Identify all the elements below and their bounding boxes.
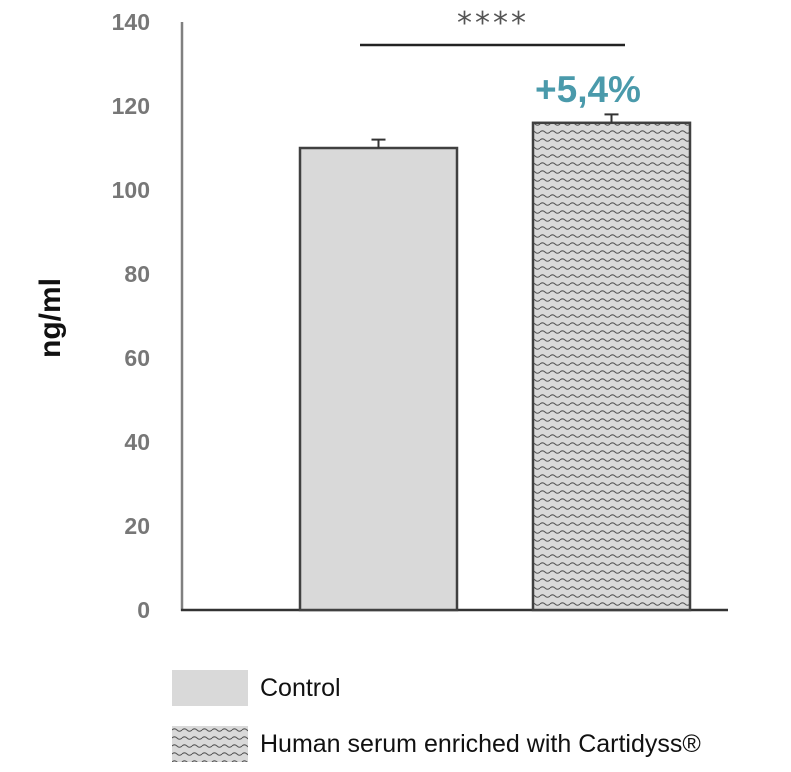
change-label: +5,4%: [535, 69, 641, 110]
legend-item-control: Control: [172, 660, 701, 716]
annotations: ****+5,4%: [360, 6, 641, 110]
y-tick-label: 100: [112, 177, 150, 203]
y-tick-label: 40: [124, 429, 150, 455]
y-tick-label: 140: [112, 9, 150, 35]
legend-swatch-cartidyss: [172, 726, 248, 762]
legend-label-control: Control: [260, 673, 341, 702]
y-axis-label: ng/ml: [34, 278, 67, 358]
bar-cartidyss: [531, 121, 692, 612]
legend: Control Human serum enriched with Cartid…: [172, 660, 701, 772]
bar-chart: 0 20 40 60 80 100 120 140 ****+5,4% ng/ml: [34, 6, 728, 623]
y-tick-label: 0: [137, 597, 150, 623]
y-tick-label: 20: [124, 513, 150, 539]
bars: [298, 113, 692, 612]
legend-label-cartidyss: Human serum enriched with Cartidyss®: [260, 729, 701, 758]
y-tick-labels: 0 20 40 60 80 100 120 140: [112, 9, 150, 623]
legend-item-cartidyss: Human serum enriched with Cartidyss®: [172, 716, 701, 772]
significance-label: ****: [457, 6, 529, 41]
y-tick-label: 80: [124, 261, 150, 287]
legend-swatch-control: [172, 670, 248, 706]
bar-control: [298, 146, 459, 612]
y-tick-label: 120: [112, 93, 150, 119]
y-tick-label: 60: [124, 345, 150, 371]
